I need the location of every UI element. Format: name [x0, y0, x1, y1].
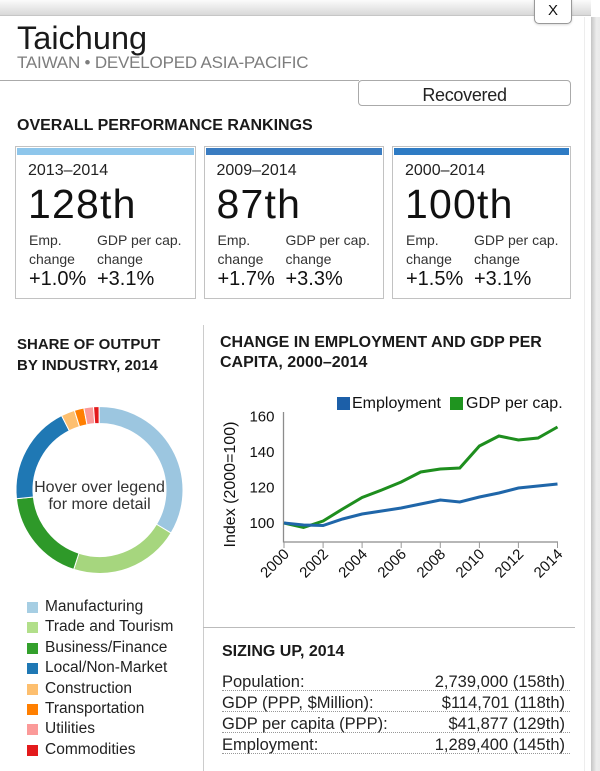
svg-text:100: 100	[249, 515, 274, 532]
svg-text:2012: 2012	[492, 546, 528, 582]
svg-text:2010: 2010	[453, 546, 489, 582]
svg-text:2006: 2006	[374, 546, 410, 582]
svg-text:140: 140	[249, 444, 274, 461]
svg-text:120: 120	[249, 480, 274, 497]
svg-text:2002: 2002	[296, 546, 332, 582]
svg-text:160: 160	[249, 409, 274, 426]
svg-text:2000: 2000	[257, 546, 293, 582]
svg-text:2014: 2014	[531, 546, 567, 582]
svg-text:Index (2000=100): Index (2000=100)	[222, 422, 239, 548]
svg-text:2004: 2004	[335, 546, 371, 582]
svg-text:2008: 2008	[414, 546, 450, 582]
